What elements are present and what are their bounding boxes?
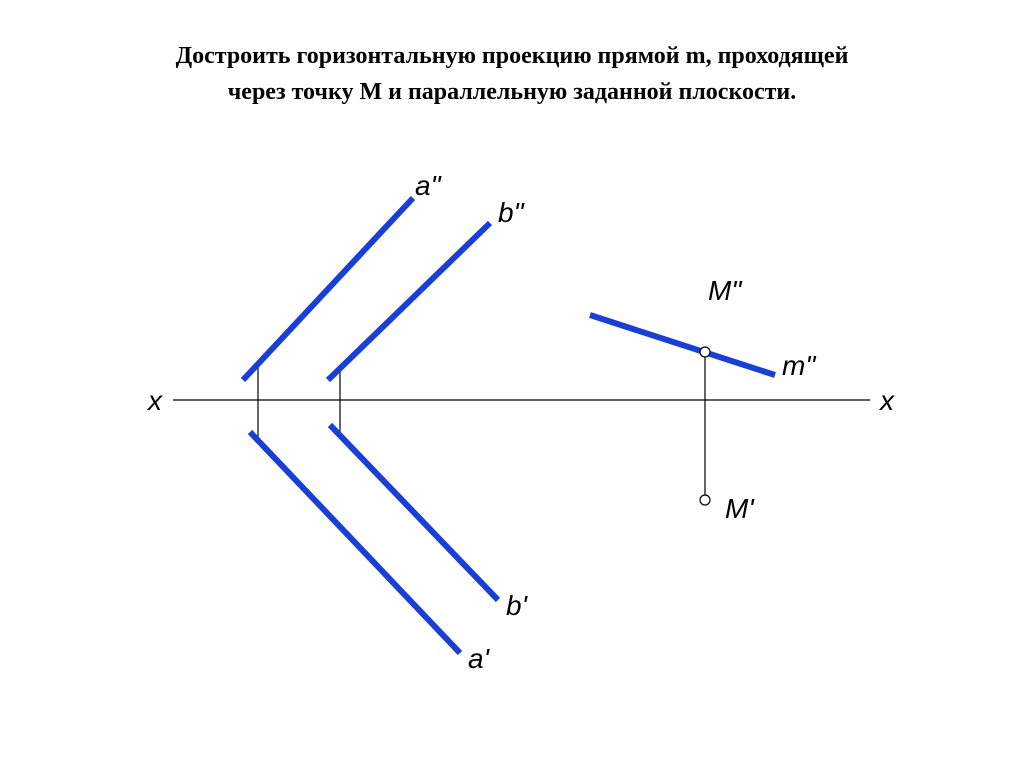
label-b-front: b" [498, 197, 525, 228]
labels-group: a" b" m" a' b' M" M' [415, 170, 816, 674]
point-M-horiz [700, 495, 710, 505]
axis-label-left: x [146, 385, 163, 416]
blue-lines-group [243, 198, 775, 653]
line-b-front [328, 223, 490, 380]
label-point-M-front: M" [708, 275, 742, 306]
line-m-front [590, 315, 775, 375]
label-a-front: a" [415, 170, 442, 201]
line-a-front [243, 198, 413, 380]
label-point-M-horiz: M' [725, 493, 755, 524]
label-m-front: m" [782, 350, 816, 381]
diagram-canvas: x x a" b" m" a' b' M" M' [0, 0, 1024, 767]
line-b-horiz [330, 425, 498, 600]
line-a-horiz [250, 432, 460, 653]
axis-label-right: x [878, 385, 895, 416]
point-M-front [700, 347, 710, 357]
label-b-horiz: b' [506, 590, 529, 621]
connectors-group [258, 352, 705, 500]
label-a-horiz: a' [468, 643, 491, 674]
